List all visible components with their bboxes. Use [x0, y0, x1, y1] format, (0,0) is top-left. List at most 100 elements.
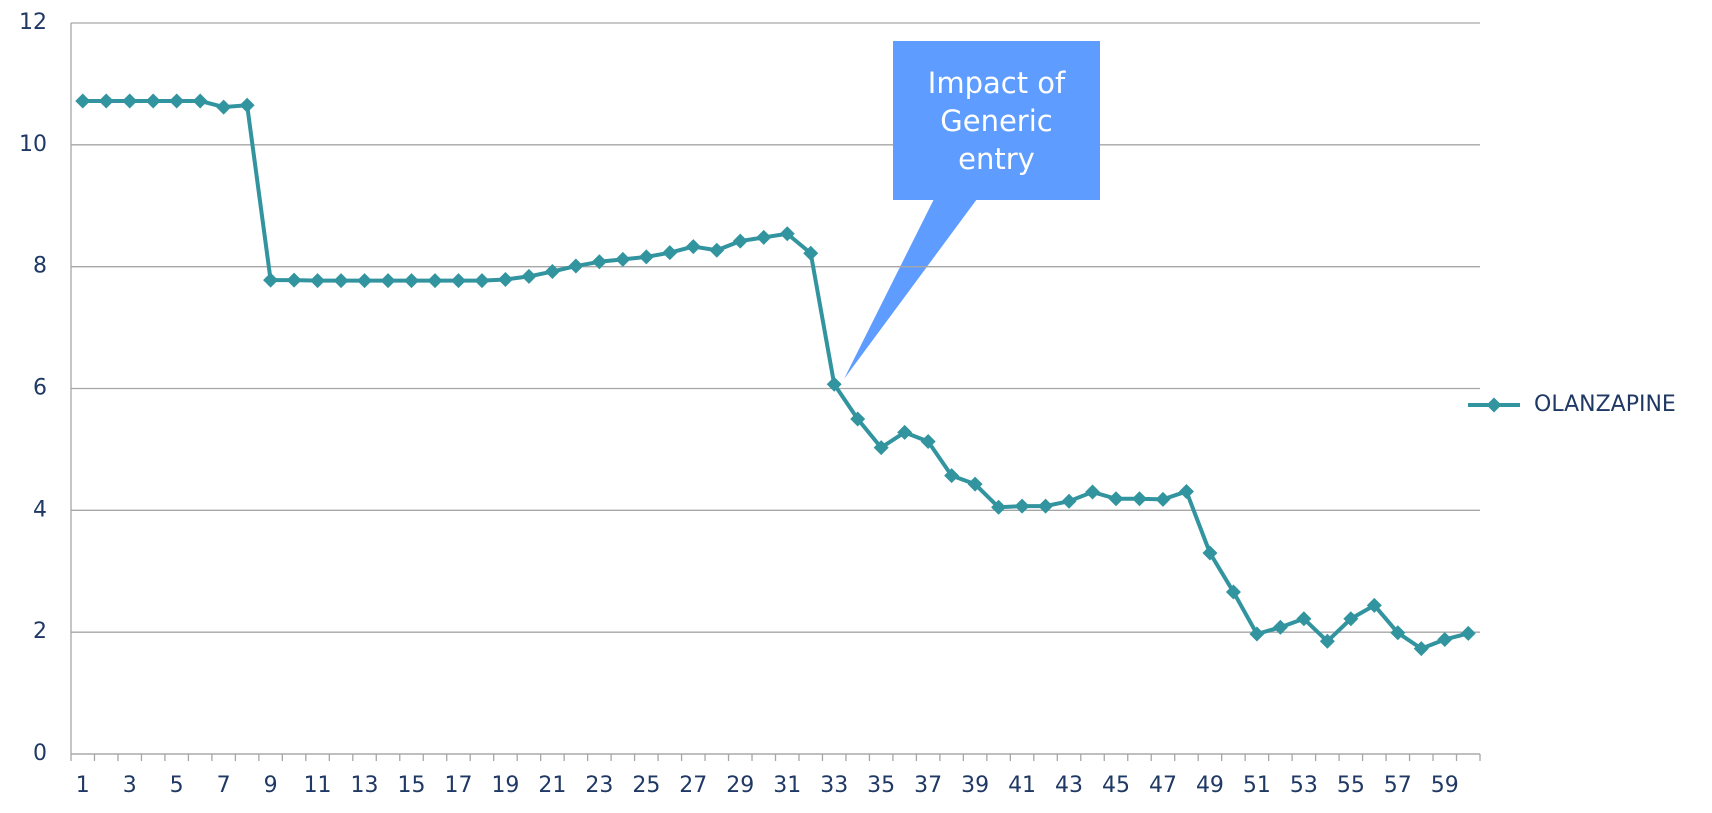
x-tick-label: 47 — [1149, 773, 1177, 798]
marker — [1460, 625, 1476, 641]
marker — [991, 499, 1007, 515]
legend-marker — [1486, 397, 1502, 413]
marker — [75, 93, 91, 109]
x-tick-label: 23 — [585, 773, 613, 798]
marker — [263, 272, 279, 288]
marker — [380, 273, 396, 289]
marker — [404, 273, 420, 289]
marker — [1155, 491, 1171, 507]
x-tick-label: 53 — [1290, 773, 1318, 798]
x-tick-label: 3 — [123, 773, 137, 798]
marker — [239, 97, 255, 113]
marker — [1390, 625, 1406, 641]
x-tick-label: 55 — [1337, 773, 1365, 798]
x-tick-label: 13 — [351, 773, 379, 798]
marker — [662, 245, 678, 261]
marker — [122, 93, 138, 109]
x-tick-label: 43 — [1055, 773, 1083, 798]
x-tick-label: 39 — [961, 773, 989, 798]
marker — [286, 272, 302, 288]
marker — [1131, 491, 1147, 507]
y-tick-label: 10 — [19, 132, 47, 157]
marker — [1038, 498, 1054, 514]
y-tick-label: 0 — [33, 741, 47, 766]
x-tick-label: 9 — [264, 773, 278, 798]
marker — [544, 264, 560, 280]
x-tick-label: 45 — [1102, 773, 1130, 798]
x-tick-label: 21 — [538, 773, 566, 798]
marker — [591, 254, 607, 270]
annotation: Impact of Generic entry — [893, 41, 1100, 200]
y-tick-label: 8 — [33, 254, 47, 279]
marker — [1014, 498, 1030, 514]
marker — [873, 440, 889, 456]
y-tick-label: 6 — [33, 376, 47, 401]
x-tick-label: 5 — [170, 773, 184, 798]
marker — [1296, 611, 1312, 627]
marker — [192, 93, 208, 109]
marker — [615, 251, 631, 267]
marker — [1249, 626, 1265, 642]
marker — [1272, 619, 1288, 635]
marker — [427, 273, 443, 289]
x-tick-label: 31 — [773, 773, 801, 798]
marker — [732, 233, 748, 249]
x-tick-label: 25 — [632, 773, 660, 798]
x-tick-label: 35 — [867, 773, 895, 798]
marker — [333, 273, 349, 289]
x-tick-label: 33 — [820, 773, 848, 798]
marker — [474, 273, 490, 289]
marker — [521, 268, 537, 284]
marker — [685, 239, 701, 255]
x-tick-label: 27 — [679, 773, 707, 798]
marker — [803, 245, 819, 261]
marker — [450, 273, 466, 289]
y-tick-label: 12 — [19, 10, 47, 35]
marker — [1178, 483, 1194, 499]
marker — [357, 273, 373, 289]
marker — [1437, 631, 1453, 647]
x-tick-label: 29 — [726, 773, 754, 798]
marker — [967, 476, 983, 492]
marker — [850, 411, 866, 427]
marker — [169, 93, 185, 109]
marker — [1413, 641, 1429, 657]
marker — [310, 273, 326, 289]
x-tick-label: 7 — [217, 773, 231, 798]
x-tick-label: 19 — [491, 773, 519, 798]
x-tick-label: 15 — [398, 773, 426, 798]
marker — [1366, 597, 1382, 613]
marker — [1061, 493, 1077, 509]
marker — [1085, 484, 1101, 500]
marker — [779, 226, 795, 242]
marker — [145, 93, 161, 109]
marker — [920, 433, 936, 449]
marker — [826, 376, 842, 392]
x-tick-label: 17 — [444, 773, 472, 798]
x-tick-label: 41 — [1008, 773, 1036, 798]
line — [82, 98, 1469, 651]
y-tick-label: 2 — [33, 619, 47, 644]
x-tick-label: 57 — [1384, 773, 1412, 798]
x-tick-label: 51 — [1243, 773, 1271, 798]
marker — [1108, 491, 1124, 507]
marker — [897, 424, 913, 440]
marker — [756, 229, 772, 245]
x-tick-label: 11 — [304, 773, 332, 798]
legend-label: OLANZAPINE — [1534, 392, 1676, 417]
marker — [1319, 633, 1335, 649]
x-tick-label: 37 — [914, 773, 942, 798]
marker — [638, 249, 654, 265]
annotation-pointer — [844, 199, 977, 379]
x-tick-label: 1 — [76, 773, 90, 798]
marker — [944, 468, 960, 484]
marker — [568, 258, 584, 274]
marker — [1343, 611, 1359, 627]
x-tick-label: 59 — [1431, 773, 1459, 798]
marker — [709, 242, 725, 258]
marker — [1225, 584, 1241, 600]
marker — [497, 271, 513, 287]
x-tick-label: 49 — [1196, 773, 1224, 798]
